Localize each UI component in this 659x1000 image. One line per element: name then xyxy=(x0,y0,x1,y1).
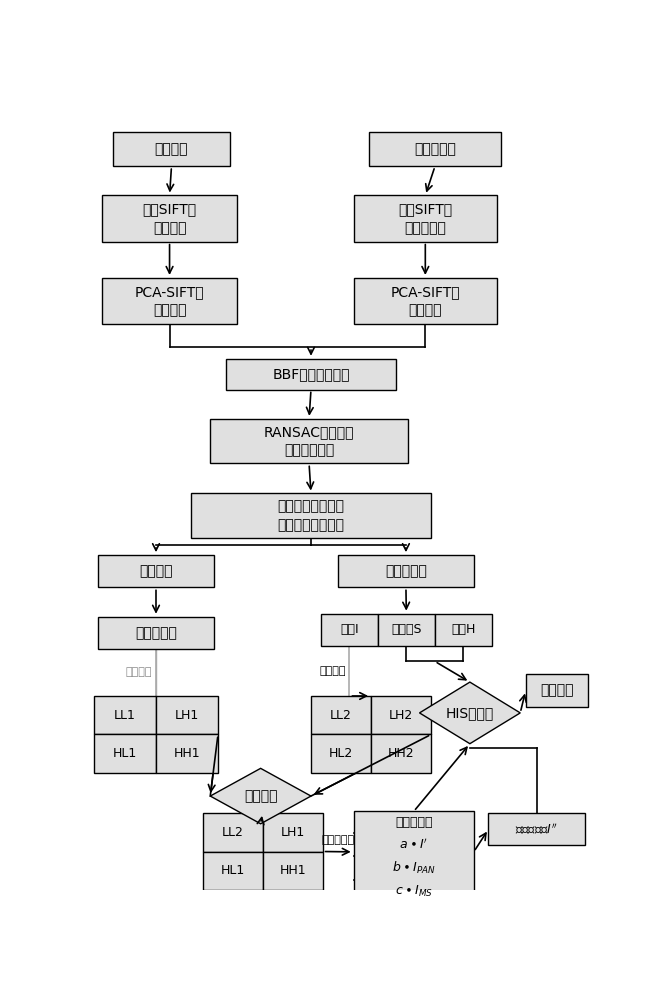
FancyBboxPatch shape xyxy=(378,614,435,646)
FancyBboxPatch shape xyxy=(98,555,214,587)
Text: HL1: HL1 xyxy=(113,747,137,760)
Text: LL2: LL2 xyxy=(221,826,243,839)
Text: LL2: LL2 xyxy=(330,709,352,722)
Text: LH1: LH1 xyxy=(175,709,199,722)
FancyBboxPatch shape xyxy=(202,852,262,890)
Text: 小波变换: 小波变换 xyxy=(126,667,152,677)
FancyBboxPatch shape xyxy=(94,734,156,773)
Text: 新亮度分量$I''$: 新亮度分量$I''$ xyxy=(515,822,558,837)
FancyBboxPatch shape xyxy=(354,195,497,242)
FancyBboxPatch shape xyxy=(311,734,371,773)
Text: 融合图像: 融合图像 xyxy=(540,684,573,698)
FancyBboxPatch shape xyxy=(113,132,229,166)
Text: HIS逆变换: HIS逆变换 xyxy=(445,706,494,720)
Text: HH1: HH1 xyxy=(279,864,306,877)
FancyBboxPatch shape xyxy=(354,811,474,892)
FancyBboxPatch shape xyxy=(526,674,588,707)
FancyBboxPatch shape xyxy=(156,696,218,734)
FancyBboxPatch shape xyxy=(210,419,408,463)
Polygon shape xyxy=(420,682,520,744)
Text: 高频替换: 高频替换 xyxy=(244,789,277,803)
Text: 多光谱影像: 多光谱影像 xyxy=(385,564,427,578)
Text: 基于SIFT特
征点提取: 基于SIFT特 征点提取 xyxy=(142,202,196,235)
Text: RANSAC一致性检
测消除误匹配: RANSAC一致性检 测消除误匹配 xyxy=(264,425,355,457)
FancyBboxPatch shape xyxy=(262,813,323,852)
FancyBboxPatch shape xyxy=(98,617,214,649)
FancyBboxPatch shape xyxy=(369,132,501,166)
FancyBboxPatch shape xyxy=(202,813,262,852)
Text: 亮度I: 亮度I xyxy=(340,623,358,636)
Text: HH2: HH2 xyxy=(387,747,415,760)
Text: BBF特征点粗匹配: BBF特征点粗匹配 xyxy=(272,367,350,381)
FancyBboxPatch shape xyxy=(371,734,431,773)
FancyBboxPatch shape xyxy=(338,555,474,587)
Text: 全色图像: 全色图像 xyxy=(139,564,173,578)
FancyBboxPatch shape xyxy=(94,696,156,734)
FancyBboxPatch shape xyxy=(488,813,585,845)
Text: 小波逆变换: 小波逆变换 xyxy=(322,835,355,845)
FancyBboxPatch shape xyxy=(191,493,431,538)
Text: LH2: LH2 xyxy=(389,709,413,722)
Text: HH1: HH1 xyxy=(174,747,200,760)
Text: PCA-SIFT特
征点描述: PCA-SIFT特 征点描述 xyxy=(391,285,460,317)
Text: 全色图像: 全色图像 xyxy=(155,142,188,156)
Text: 多光谱影像: 多光谱影像 xyxy=(414,142,456,156)
Text: 色度H: 色度H xyxy=(451,623,475,636)
Polygon shape xyxy=(210,768,311,824)
Text: $a \bullet I'$: $a \bullet I'$ xyxy=(399,837,428,852)
Text: 直方图匹配: 直方图匹配 xyxy=(135,626,177,640)
Text: 饱和度S: 饱和度S xyxy=(391,623,422,636)
FancyBboxPatch shape xyxy=(354,278,497,324)
Text: $c \bullet I_{MS}$: $c \bullet I_{MS}$ xyxy=(395,884,433,899)
FancyBboxPatch shape xyxy=(262,852,323,890)
Text: 基于SIFT的
特征点提取: 基于SIFT的 特征点提取 xyxy=(398,202,452,235)
Text: LH1: LH1 xyxy=(281,826,304,839)
Text: PCA-SIFT特
征点描述: PCA-SIFT特 征点描述 xyxy=(134,285,204,317)
Text: 基于仿射空间变换
完成影像精确匹配: 基于仿射空间变换 完成影像精确匹配 xyxy=(277,500,345,532)
FancyBboxPatch shape xyxy=(101,278,237,324)
FancyBboxPatch shape xyxy=(311,696,371,734)
Text: 新亮度分量: 新亮度分量 xyxy=(395,816,432,829)
Text: HL2: HL2 xyxy=(329,747,353,760)
Text: HL1: HL1 xyxy=(220,864,244,877)
FancyBboxPatch shape xyxy=(371,696,431,734)
FancyBboxPatch shape xyxy=(156,734,218,773)
Text: LL1: LL1 xyxy=(114,709,136,722)
FancyBboxPatch shape xyxy=(321,614,378,646)
FancyBboxPatch shape xyxy=(226,359,396,389)
Text: $b \bullet I_{PAN}$: $b \bullet I_{PAN}$ xyxy=(391,860,436,876)
FancyBboxPatch shape xyxy=(101,195,237,242)
FancyBboxPatch shape xyxy=(435,614,492,646)
Text: 小波变换: 小波变换 xyxy=(319,666,345,676)
